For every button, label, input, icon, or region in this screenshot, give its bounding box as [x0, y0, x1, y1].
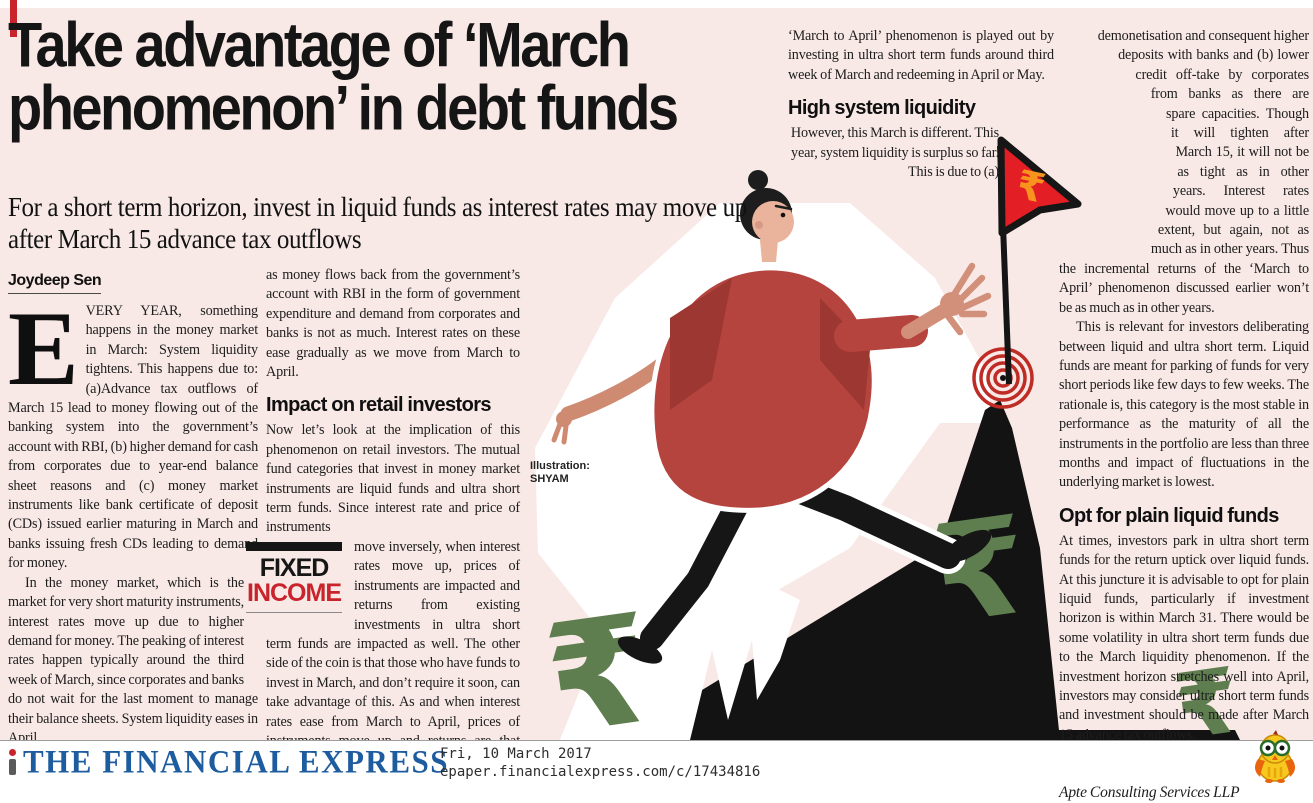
col4-para3: At times, investors park in ultra short …: [1059, 532, 1309, 743]
target-icon: [972, 347, 1034, 409]
shoe-front: [944, 529, 992, 563]
owl-mascot-icon[interactable]: [1249, 729, 1301, 783]
col3-para1: ‘March to April’ phenomenon is played ou…: [788, 28, 1054, 83]
col2-para2b: FIXED INCOME move inversely, when interest…: [246, 538, 520, 768]
white-crack: [560, 580, 800, 740]
masthead-icon: [9, 749, 17, 775]
masthead-title: THE FINANCIAL EXPRESS: [23, 743, 449, 780]
illustration-credit-label: Illustration:: [530, 460, 590, 472]
fixed-income-badge: FIXED INCOME: [246, 541, 342, 613]
column-1: E VERY YEAR, something happens in the mon…: [8, 290, 259, 748]
badge-fixed-label: FIXED: [259, 553, 330, 582]
col2-para1: as money flows back from the government’…: [266, 267, 520, 381]
running-man: [551, 170, 992, 664]
illustration-credit: Illustration: SHYAM: [530, 460, 590, 486]
hair-bun: [748, 170, 768, 190]
masthead-icon-stem: [9, 759, 16, 775]
rupee-green-3: ₹: [1168, 648, 1245, 740]
epaper-url[interactable]: epaper.financialexpress.com/c/17434816: [440, 764, 761, 780]
article-headline: Take advantage of ‘March phenomenon’ in …: [8, 9, 818, 143]
column-3: ‘March to April’ phenomenon is played ou…: [788, 27, 1054, 182]
col1-para2: In the money market, which is the market…: [8, 574, 258, 746]
face: [752, 201, 794, 243]
epaper-footer: THE FINANCIAL EXPRESS Fri, 10 March 2017…: [0, 730, 1313, 783]
section-heading-liquidity: High system liquidity: [788, 97, 976, 120]
byline: Joydeep Sen: [8, 272, 102, 294]
col1-para1: E VERY YEAR, something happens in the mon…: [8, 290, 259, 572]
shoe-back: [617, 636, 663, 664]
column-2: as money flows back from the government’…: [246, 266, 520, 771]
col4-para1: demonetisation and consequent higher dep…: [1059, 28, 1309, 316]
badge-bar: [246, 541, 342, 551]
masthead-icon-dot: [9, 749, 16, 756]
column-4: demonetisation and consequent higher dep…: [1059, 27, 1309, 803]
slope-foot: [1020, 730, 1240, 740]
slope: [620, 400, 1060, 740]
arm-front-skin: [901, 304, 950, 339]
badge-income-label: INCOME: [247, 578, 342, 607]
drop-cap: E: [8, 290, 79, 407]
badge-rule: [246, 611, 342, 613]
section-heading-plain-liquid: Opt for plain liquid funds: [1059, 504, 1279, 527]
illustration: ₹ ₹ ₹ ₹: [535, 136, 1245, 740]
section-heading-impact: Impact on retail investors: [266, 394, 492, 417]
headline-line-1: Take advantage of ‘March: [8, 9, 631, 81]
leg-back: [640, 478, 757, 650]
epaper-date: Fri, 10 March 2017: [440, 746, 592, 762]
headline-line-2: phenomenon’ in debt funds: [8, 72, 679, 143]
illustration-credit-name: SHYAM: [530, 473, 569, 485]
epaper-meta: Fri, 10 March 2017 epaper.financialexpre…: [440, 745, 760, 781]
col2-para2a: Now let’s look at the implication of thi…: [266, 422, 520, 536]
article-subtitle: For a short term horizon, invest in liqu…: [8, 193, 747, 255]
col3-para2: However, this March is different. This y…: [790, 125, 999, 181]
corner-red-mark: [10, 0, 17, 37]
badge-wrap-spacer: [244, 602, 258, 687]
flag: ₹: [997, 136, 1082, 237]
col4-para2: This is relevant for investors deliberat…: [1059, 319, 1309, 491]
